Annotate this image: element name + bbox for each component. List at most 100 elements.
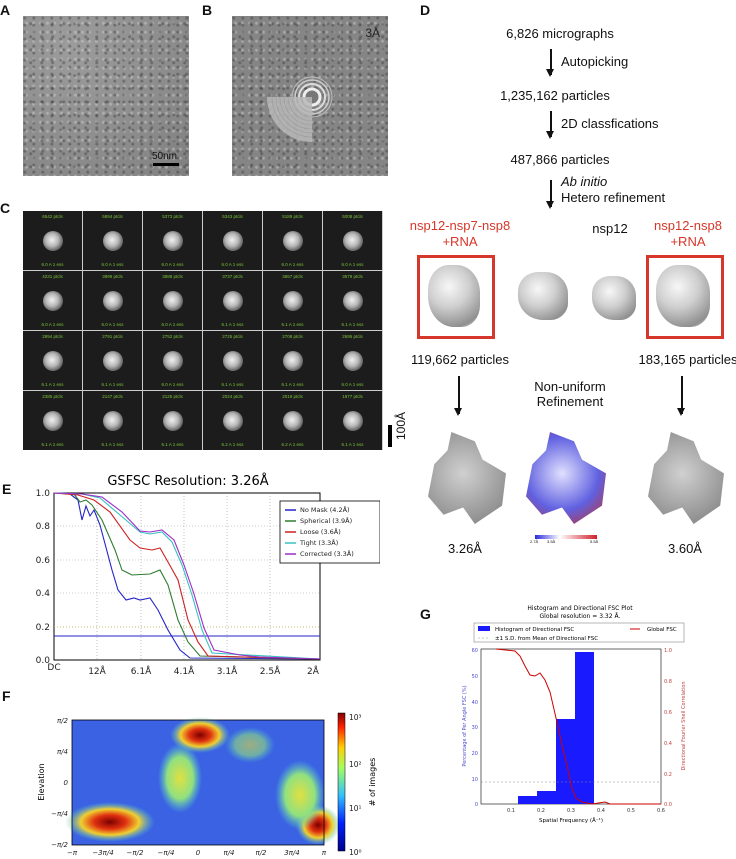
final-map-right xyxy=(648,432,724,524)
svg-text:Spatial Frequency (Å⁻¹): Spatial Frequency (Å⁻¹) xyxy=(539,817,603,824)
class-title-middle: nsp12 xyxy=(592,221,628,236)
class-average: 3888 ptcls 6.0 A 1 ess xyxy=(143,271,202,330)
angular-distribution-heatmap: π/2 π/4 0 −π/4 −π/2 −π −3π/4 −π/2 −π/4 0… xyxy=(37,712,377,857)
svg-text:10⁰: 10⁰ xyxy=(349,848,362,857)
scale-bar-100a-label: 100Å xyxy=(394,411,408,440)
heatmap-colorbar xyxy=(337,712,346,852)
class-title-left-rna: +RNA xyxy=(442,234,478,249)
svg-text:π/4: π/4 xyxy=(57,748,68,756)
panel-letter-c: C xyxy=(0,200,11,216)
svg-text:0.0: 0.0 xyxy=(36,656,51,666)
svg-text:Global resolution = 3.32 Å.: Global resolution = 3.32 Å. xyxy=(540,613,621,620)
step-autopicking: Autopicking xyxy=(561,54,629,69)
svg-text:20: 20 xyxy=(472,751,478,757)
svg-text:10³: 10³ xyxy=(349,713,362,722)
svg-text:0.8: 0.8 xyxy=(664,679,672,685)
step-particles-2: 487,866 particles xyxy=(510,152,610,167)
svg-text:0.2: 0.2 xyxy=(664,772,672,778)
svg-text:π/2: π/2 xyxy=(57,717,69,725)
svg-text:Loose (3.6Å): Loose (3.6Å) xyxy=(300,527,341,536)
panel-letter-a: A xyxy=(0,2,11,18)
svg-text:30: 30 xyxy=(472,725,478,731)
step-ab-initio: Ab initio xyxy=(561,174,608,189)
class-average: 5894 ptcls 6.0 A 1 ess xyxy=(83,211,142,270)
svg-text:−π: −π xyxy=(67,849,78,857)
class-average: 3657 ptcls 6.1 A 1 ess xyxy=(263,271,322,330)
scale-bar-100a xyxy=(388,425,392,447)
svg-text:0: 0 xyxy=(196,849,201,857)
class-title-left: nsp12-nsp7-nsp8 xyxy=(409,218,511,233)
svg-text:Corrected (3.3Å): Corrected (3.3Å) xyxy=(300,549,354,558)
svg-text:0.6: 0.6 xyxy=(36,556,51,566)
svg-text:0: 0 xyxy=(64,779,69,787)
svg-text:0.2: 0.2 xyxy=(537,808,545,814)
density-map-right xyxy=(656,265,710,327)
density-map-middle-1 xyxy=(518,272,568,320)
svg-text:−π/4: −π/4 xyxy=(51,810,68,818)
svg-text:0.8: 0.8 xyxy=(36,522,51,532)
resolution-label: 3Å xyxy=(365,26,380,40)
svg-text:±1 S.D. from Mean of Direction: ±1 S.D. from Mean of Directional FSC xyxy=(495,636,598,642)
class-title-right-rna: +RNA xyxy=(670,234,706,249)
local-resolution-map xyxy=(526,432,606,524)
chart-legend: Histogram of Directional FSC ±1 S.D. fro… xyxy=(473,622,685,643)
svg-text:0.4: 0.4 xyxy=(36,589,51,599)
gsfsc-chart: GSFSC Resolution: 3.26Å 1.0 0.8 0.6 0.4 … xyxy=(36,473,380,677)
svg-text:Directional Fourier Shell Corr: Directional Fourier Shell Correlation xyxy=(681,681,687,770)
class-average: 3737 ptcls 6.1 A 1 ess xyxy=(203,271,262,330)
arrow-down-icon xyxy=(547,49,553,77)
svg-text:Elevation: Elevation xyxy=(37,763,46,800)
scale-bar-label: 50nm xyxy=(151,151,177,162)
arrow-down-icon xyxy=(547,180,553,209)
chart-title: GSFSC Resolution: 3.26Å xyxy=(107,473,268,489)
directional-fsc-chart: Histogram and Directional FSC Plot Globa… xyxy=(462,605,687,824)
svg-text:10¹: 10¹ xyxy=(349,804,362,813)
class-average: 5373 ptcls 6.0 A 1 ess xyxy=(143,211,202,270)
selected-class-box-right xyxy=(646,255,724,339)
colorbar-mid: 3.5Å xyxy=(547,539,556,544)
svg-text:No Mask (4.2Å): No Mask (4.2Å) xyxy=(300,505,350,514)
svg-text:0.2: 0.2 xyxy=(36,623,50,633)
class-average: 2752 ptcls 6.0 A 1 ess xyxy=(143,331,202,390)
svg-text:0.0: 0.0 xyxy=(664,802,672,808)
panel-letter-b: B xyxy=(202,2,213,18)
svg-text:60: 60 xyxy=(472,648,478,654)
svg-text:Histogram and Directional FSC: Histogram and Directional FSC Plot xyxy=(527,605,633,612)
svg-text:4.1Å: 4.1Å xyxy=(174,665,195,677)
class-average: 2708 ptcls 6.1 A 1 ess xyxy=(263,331,322,390)
class-average: 2695 ptcls 6.0 A 1 ess xyxy=(323,331,382,390)
class-average: 2894 ptcls 6.1 A 1 ess xyxy=(23,331,82,390)
2d-class-grid: 6542 ptcls 6.0 A 1 ess 5894 ptcls 6.0 A 1 … xyxy=(23,211,383,450)
colorbar-max: 5.5Å xyxy=(590,539,599,544)
class-title-right: nsp12-nsp8 xyxy=(654,218,722,233)
selected-class-box-left xyxy=(417,255,495,339)
step-2d-classification: 2D classfications xyxy=(561,116,659,131)
class-average: 6542 ptcls 6.0 A 1 ess xyxy=(23,211,82,270)
class-average: 5008 ptcls 6.0 A 1 ess xyxy=(323,211,382,270)
svg-text:40: 40 xyxy=(472,700,478,706)
refinement-label-2: Refinement xyxy=(536,394,604,409)
step-particles-1: 1,235,162 particles xyxy=(500,88,610,103)
panel-letter-d: D xyxy=(420,2,431,18)
svg-text:Percentage of Per Angle FSC (%: Percentage of Per Angle FSC (%) xyxy=(462,685,468,766)
local-resolution-colorbar xyxy=(535,535,597,539)
svg-text:Global FSC: Global FSC xyxy=(647,627,677,633)
svg-text:0.4: 0.4 xyxy=(597,808,605,814)
class-average: 1977 ptcls 6.1 A 1 ess xyxy=(323,391,382,450)
svg-text:0.4: 0.4 xyxy=(664,741,672,747)
svg-text:−3π/4: −3π/4 xyxy=(92,849,113,857)
svg-text:π: π xyxy=(322,849,327,857)
density-map-left xyxy=(428,265,480,327)
svg-text:−π/2: −π/2 xyxy=(127,849,144,857)
svg-text:1.0: 1.0 xyxy=(664,648,672,654)
resolution-left: 3.26Å xyxy=(448,541,482,556)
colorbar-min: 2.7Å xyxy=(530,539,539,544)
svg-text:−π/2: −π/2 xyxy=(51,841,68,849)
svg-text:DC: DC xyxy=(47,663,60,673)
svg-text:0.5: 0.5 xyxy=(627,808,635,814)
class-average: 2385 ptcls 6.1 A 1 ess xyxy=(23,391,82,450)
class-average: 2125 ptcls 6.1 A 1 ess xyxy=(143,391,202,450)
panel-letter-e: E xyxy=(2,481,12,497)
svg-text:π/2: π/2 xyxy=(255,849,267,857)
class-average: 2147 ptcls 6.1 A 1 ess xyxy=(83,391,142,450)
